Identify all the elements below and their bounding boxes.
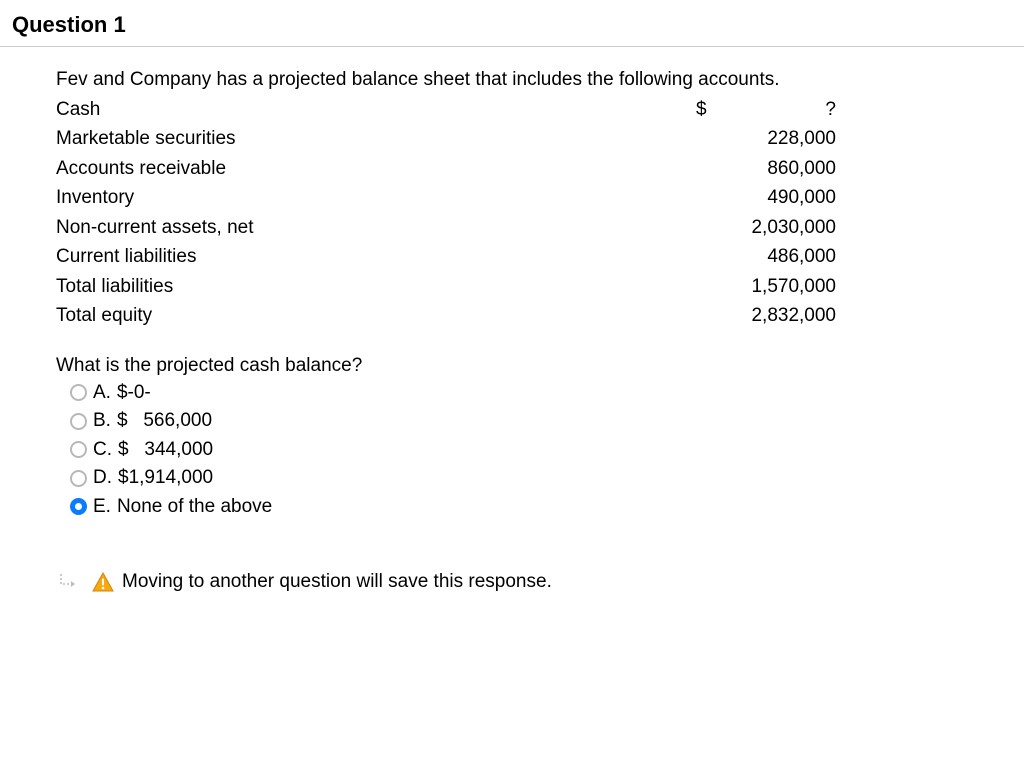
option-text: None of the above [117, 493, 272, 522]
row-label: Total equity [56, 301, 696, 330]
navigate-arrow-icon [56, 569, 82, 595]
question-content: Fev and Company has a projected balance … [0, 47, 1024, 615]
row-label: Total liabilities [56, 272, 696, 301]
radio-icon[interactable] [70, 498, 87, 515]
row-value: 490,000 [726, 183, 836, 212]
row-currency [696, 272, 726, 301]
row-label: Current liabilities [56, 242, 696, 271]
table-row: Non-current assets, net 2,030,000 [56, 213, 886, 242]
row-currency [696, 213, 726, 242]
question-title: Question 1 [12, 12, 126, 37]
radio-icon[interactable] [70, 441, 87, 458]
warning-triangle-icon [92, 572, 114, 592]
option-e[interactable]: E. None of the above [70, 493, 974, 522]
radio-icon[interactable] [70, 413, 87, 430]
table-row: Current liabilities 486,000 [56, 242, 886, 271]
question-prompt: Fev and Company has a projected balance … [56, 69, 974, 91]
sub-question: What is the projected cash balance? [56, 355, 974, 377]
option-text: $-0- [117, 379, 151, 408]
row-value: 486,000 [726, 242, 836, 271]
answer-options: A. $-0- B. $ 566,000 C. $ 344,000 D. $1,… [56, 379, 974, 522]
option-letter: B. [93, 407, 111, 436]
table-row: Inventory 490,000 [56, 183, 886, 212]
table-row: Total equity 2,832,000 [56, 301, 886, 330]
row-currency [696, 154, 726, 183]
warning-text: Moving to another question will save thi… [122, 571, 552, 593]
option-d[interactable]: D. $1,914,000 [70, 464, 974, 493]
option-b[interactable]: B. $ 566,000 [70, 407, 974, 436]
option-c[interactable]: C. $ 344,000 [70, 436, 974, 465]
row-label: Non-current assets, net [56, 213, 696, 242]
question-header: Question 1 [0, 0, 1024, 47]
option-letter: C. [93, 436, 112, 465]
balance-table: Cash $ ? Marketable securities 228,000 A… [56, 95, 886, 331]
table-row: Cash $ ? [56, 95, 886, 124]
row-currency: $ [696, 95, 726, 124]
row-currency [696, 242, 726, 271]
row-value: 228,000 [726, 124, 836, 153]
option-text: $1,914,000 [118, 464, 213, 493]
row-value: 2,832,000 [726, 301, 836, 330]
row-currency [696, 183, 726, 212]
option-letter: D. [93, 464, 112, 493]
row-value: ? [726, 95, 836, 124]
row-value: 1,570,000 [726, 272, 836, 301]
table-row: Total liabilities 1,570,000 [56, 272, 886, 301]
row-label: Cash [56, 95, 696, 124]
table-row: Accounts receivable 860,000 [56, 154, 886, 183]
radio-icon[interactable] [70, 384, 87, 401]
row-value: 2,030,000 [726, 213, 836, 242]
option-text: $ 566,000 [117, 407, 212, 436]
option-a[interactable]: A. $-0- [70, 379, 974, 408]
row-label: Marketable securities [56, 124, 696, 153]
row-label: Inventory [56, 183, 696, 212]
radio-icon[interactable] [70, 470, 87, 487]
row-label: Accounts receivable [56, 154, 696, 183]
warning-bar: Moving to another question will save thi… [56, 569, 974, 595]
option-letter: A. [93, 379, 111, 408]
table-row: Marketable securities 228,000 [56, 124, 886, 153]
row-value: 860,000 [726, 154, 836, 183]
option-letter: E. [93, 493, 111, 522]
row-currency [696, 124, 726, 153]
option-text: $ 344,000 [118, 436, 213, 465]
row-currency [696, 301, 726, 330]
